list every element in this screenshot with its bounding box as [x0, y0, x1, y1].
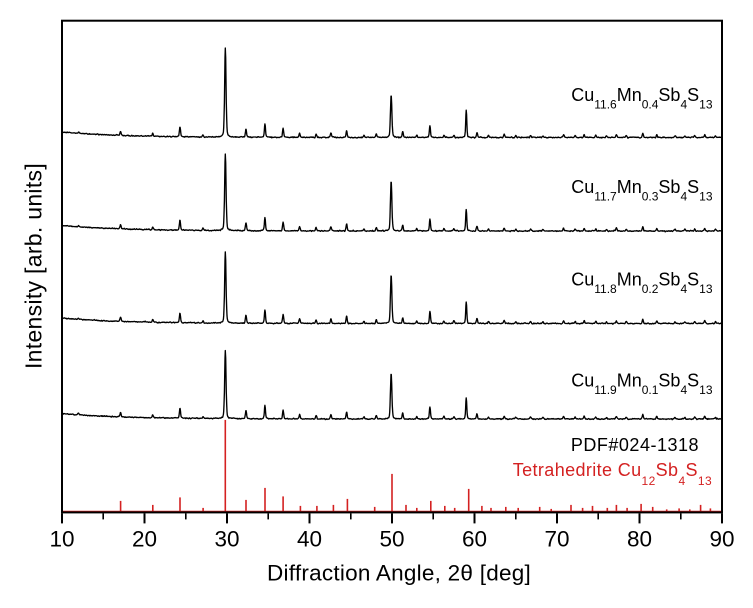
svg-text:Tetrahedrite Cu12​Sb4​S13​: Tetrahedrite Cu12​Sb4​S13​ [513, 460, 712, 488]
svg-text:40: 40 [297, 526, 322, 551]
svg-text:70: 70 [544, 526, 569, 551]
svg-text:Cu11.9​Mn0.1​Sb4​S13​: Cu11.9​Mn0.1​Sb4​S13​ [571, 371, 713, 398]
svg-text:30: 30 [214, 526, 239, 551]
svg-text:PDF#024-1318: PDF#024-1318 [571, 435, 699, 455]
svg-text:90: 90 [709, 526, 734, 551]
svg-text:Cu11.6​Mn0.4​Sb4​S13​: Cu11.6​Mn0.4​Sb4​S13​ [571, 85, 713, 112]
svg-text:Diffraction Angle, 2θ [deg]: Diffraction Angle, 2θ [deg] [267, 561, 531, 586]
svg-text:Cu11.8​Mn0.2​Sb4​S13​: Cu11.8​Mn0.2​Sb4​S13​ [571, 270, 713, 297]
svg-text:50: 50 [379, 526, 404, 551]
svg-text:10: 10 [49, 526, 74, 551]
svg-text:20: 20 [132, 526, 157, 551]
svg-text:80: 80 [627, 526, 652, 551]
svg-text:60: 60 [462, 526, 487, 551]
svg-text:Intensity [arb. units]: Intensity [arb. units] [20, 163, 46, 369]
svg-text:Cu11.7​Mn0.3​Sb4​S13​: Cu11.7​Mn0.3​Sb4​S13​ [571, 177, 713, 204]
